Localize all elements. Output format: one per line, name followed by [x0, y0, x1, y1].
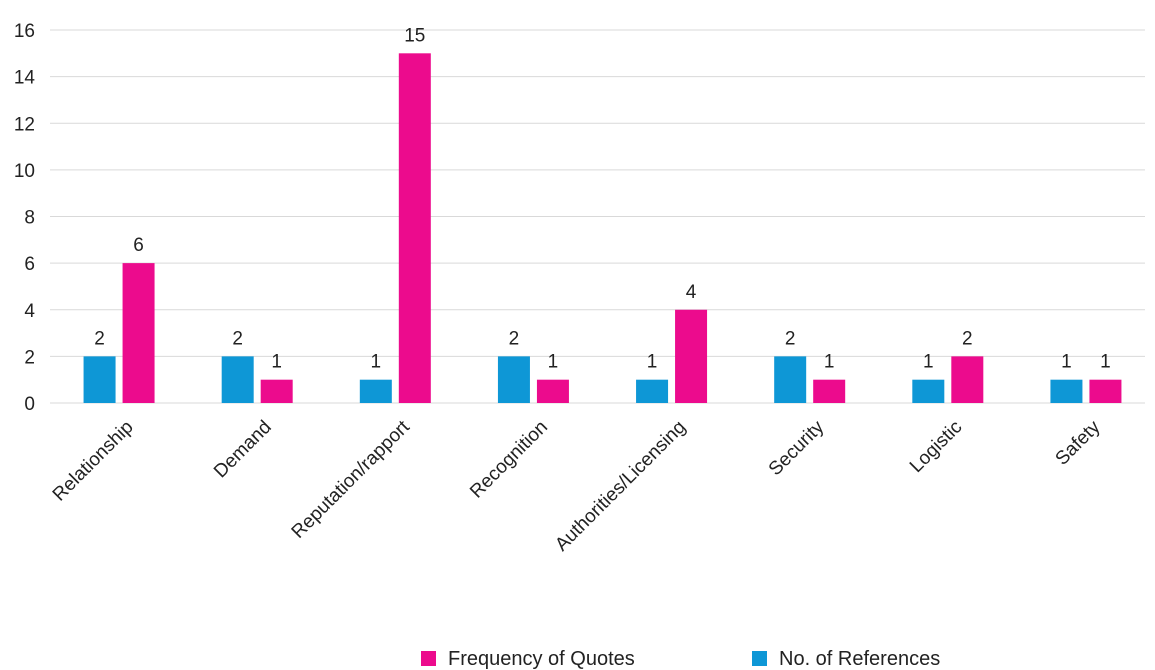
y-tick-label: 2 — [24, 347, 35, 368]
bar-authorities-licensing-no-of-references — [636, 379, 669, 403]
legend-swatch — [421, 651, 436, 666]
legend-label: No. of References — [779, 648, 940, 670]
y-tick-label: 0 — [24, 394, 35, 415]
bar-authorities-licensing-frequency-of-quotes — [675, 309, 708, 403]
bar-demand-frequency-of-quotes — [260, 379, 293, 403]
bar-relationship-frequency-of-quotes — [122, 263, 155, 403]
x-category-label: Reputation/rapport — [288, 416, 415, 543]
bar-logistic-no-of-references — [912, 379, 945, 403]
data-label: 1 — [271, 352, 282, 373]
data-label: 2 — [509, 328, 520, 349]
x-category-label: Demand — [210, 417, 276, 483]
x-category-label: Recognition — [466, 417, 552, 503]
legend: Frequency of Quotes No. of References — [421, 648, 940, 670]
data-label: 15 — [404, 25, 425, 46]
data-labels: 2 6 2 1 1 15 2 1 1 4 2 1 1 2 1 1 — [94, 25, 1110, 372]
data-label: 2 — [232, 328, 243, 349]
x-category-label: Logistic — [906, 417, 966, 477]
y-tick-label: 8 — [24, 208, 35, 229]
y-tick-label: 14 — [14, 68, 36, 89]
data-label: 6 — [133, 235, 144, 256]
data-label: 1 — [548, 352, 559, 373]
bar-reputation-rapport-no-of-references — [359, 379, 392, 403]
x-axis-category-labels: Relationship Demand Reputation/rapport Reco… — [49, 416, 1105, 555]
legend-swatch — [752, 651, 767, 666]
y-tick-label: 10 — [14, 161, 35, 182]
data-label: 1 — [824, 352, 835, 373]
bar-logistic-frequency-of-quotes — [951, 356, 984, 403]
legend-label: Frequency of Quotes — [448, 648, 635, 670]
data-label: 1 — [923, 352, 934, 373]
data-label: 1 — [371, 352, 382, 373]
y-tick-label: 16 — [14, 21, 35, 42]
data-label: 1 — [1061, 352, 1072, 373]
x-category-label: Safety — [1052, 416, 1105, 469]
x-category-label: Authorities/Licensing — [551, 417, 690, 556]
bar-demand-no-of-references — [221, 356, 254, 403]
bar-recognition-frequency-of-quotes — [536, 379, 569, 403]
bar-security-no-of-references — [774, 356, 807, 403]
bar-relationship-no-of-references — [83, 356, 116, 403]
x-category-label: Relationship — [49, 417, 138, 506]
y-axis-tick-labels: 0 2 4 6 8 10 12 14 16 — [14, 21, 36, 415]
data-label: 1 — [647, 352, 658, 373]
data-label: 1 — [1100, 352, 1111, 373]
bar-reputation-rapport-frequency-of-quotes — [398, 53, 431, 403]
bar-safety-no-of-references — [1050, 379, 1083, 403]
y-tick-label: 4 — [24, 301, 35, 322]
data-label: 2 — [94, 328, 105, 349]
x-category-label: Security — [765, 416, 829, 480]
y-tick-label: 6 — [24, 254, 35, 275]
bar-security-frequency-of-quotes — [813, 379, 846, 403]
data-label: 4 — [686, 282, 697, 303]
gridlines — [50, 29, 1145, 404]
data-label: 2 — [962, 328, 973, 349]
bar-recognition-no-of-references — [497, 356, 530, 403]
data-label: 2 — [785, 328, 796, 349]
bars — [83, 53, 1122, 403]
bar-safety-frequency-of-quotes — [1089, 379, 1122, 403]
y-tick-label: 12 — [14, 114, 35, 135]
